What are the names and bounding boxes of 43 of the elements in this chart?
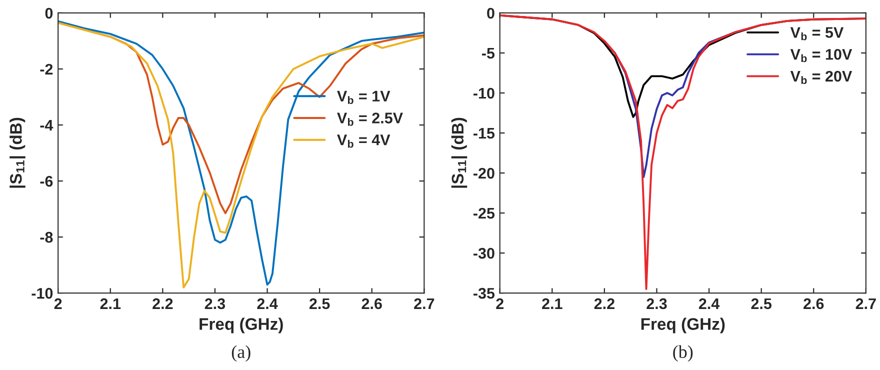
- x-tick-label: 2.3: [204, 298, 226, 310]
- y-tick-label: -4: [40, 120, 54, 131]
- y-tick-label: -10: [473, 88, 494, 99]
- x-tick-label: 2.4: [257, 298, 278, 309]
- x-tick-label: 2.1: [542, 298, 562, 309]
- y-axis-title: |S$_{11}$| (dB): [451, 118, 468, 188]
- legend-label: V$_{b}$ = 10V: [790, 48, 852, 62]
- x-tick-label: 2.7: [414, 298, 434, 309]
- y-tick-label: -25: [473, 208, 495, 219]
- y-tick-label: -6: [40, 176, 53, 187]
- x-tick-label: 2.5: [751, 298, 772, 310]
- legend-label: V$_{b}$ = 5V: [790, 27, 844, 40]
- text: (a): [232, 345, 250, 362]
- x-tick-label: 2: [496, 298, 504, 309]
- y-tick-label: -5: [482, 48, 495, 59]
- x-tick-label: 2.4: [698, 298, 720, 309]
- x-tick-label: 2: [54, 298, 62, 309]
- legend-label: V$_{b}$ = 1V: [337, 90, 390, 104]
- y-tick-label: 0: [487, 8, 494, 19]
- x-axis-title: Freq (GHz): [641, 318, 725, 334]
- y-tick-label: -20: [473, 168, 494, 179]
- legend-label: V$_{b}$ = 4V: [337, 134, 390, 148]
- x-tick-label: 2.2: [152, 298, 173, 309]
- x-tick-label: 2.1: [100, 298, 121, 309]
- y-tick-label: -30: [473, 248, 494, 259]
- y-tick-label: -15: [473, 128, 495, 139]
- y-tick-label: -35: [473, 288, 495, 299]
- y-tick-label: 0: [45, 8, 53, 19]
- x-tick-label: 2.7: [856, 298, 876, 309]
- x-tick-label: 2.5: [309, 298, 330, 310]
- x-tick-label: 2.6: [362, 298, 382, 310]
- legend-label: V$_{b}$ = 2.5V: [337, 112, 403, 126]
- x-tick-label: 2.6: [804, 298, 824, 310]
- y-tick-label: -2: [40, 64, 53, 75]
- y-tick-label: -10: [32, 288, 53, 299]
- x-axis-title: Freq (GHz): [200, 318, 283, 334]
- x-tick-label: 2.3: [646, 298, 667, 310]
- line-series: [500, 14, 866, 290]
- y-axis-title: |S$_{11}$| (dB): [10, 118, 26, 188]
- legend-label: V$_{b}$ = 20V: [790, 70, 852, 84]
- x-tick-label: 2.2: [594, 298, 614, 309]
- text: (b): [673, 345, 693, 362]
- y-tick-label: -8: [40, 232, 53, 243]
